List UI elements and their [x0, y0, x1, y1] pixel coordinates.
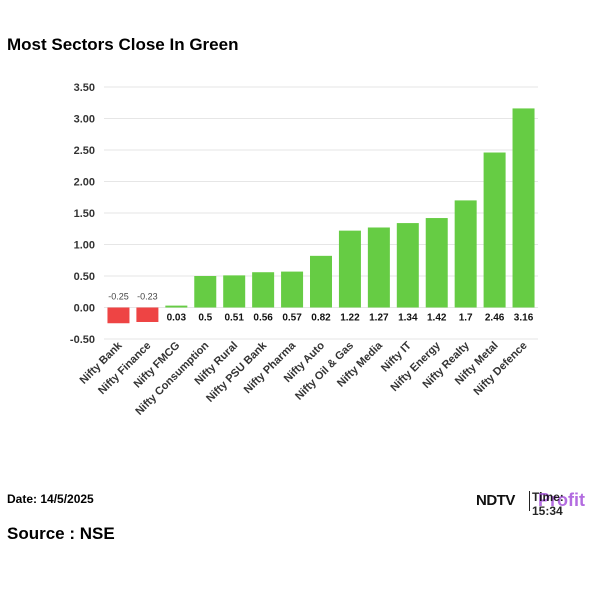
bar	[483, 152, 506, 308]
y-tick-label: 2.00	[74, 177, 95, 189]
bar	[223, 275, 246, 308]
bar	[252, 272, 275, 308]
bar	[425, 218, 448, 308]
data-label: 1.34	[398, 313, 418, 324]
bar	[281, 271, 304, 308]
bar	[107, 307, 130, 324]
y-tick-label: 1.50	[74, 208, 95, 220]
bar	[165, 305, 188, 308]
bar-chart: -0.50 0.00 0.50 1.00 1.50 2.00 2.50 3.00 3.50 -0…	[70, 82, 538, 418]
data-label: 1.42	[427, 313, 447, 324]
y-tick-label: 2.50	[74, 145, 95, 157]
date-label: Date: 14/5/2025	[7, 492, 94, 506]
bar	[396, 223, 419, 308]
data-label: 1.27	[369, 313, 389, 324]
data-label: 1.7	[459, 313, 473, 324]
bar	[194, 276, 217, 308]
x-tick-label: Nifty Defence	[471, 340, 529, 398]
bar	[338, 230, 361, 308]
profit-wordmark: Profit	[538, 490, 585, 510]
data-label: 3.16	[514, 313, 534, 324]
y-tick-label: 0.00	[74, 303, 95, 315]
bar	[367, 227, 390, 308]
data-label: 1.22	[340, 313, 360, 324]
data-label: -0.25	[108, 292, 129, 302]
ndtv-profit-logo: NDTV Profit Time: 15:34	[476, 488, 596, 518]
y-tick-label: -0.50	[70, 334, 95, 346]
data-label: 0.5	[198, 313, 212, 324]
y-tick-label: 1.00	[74, 240, 95, 252]
y-tick-label: 0.50	[74, 271, 95, 283]
source-label: Source : NSE	[7, 524, 115, 543]
chart-title: Most Sectors Close In Green	[7, 35, 239, 54]
data-labels: -0.25 -0.23 0.03 0.5 0.51 0.56 0.57 0.82 1.22 1.2…	[108, 292, 533, 324]
bars	[107, 108, 535, 324]
bar	[136, 307, 159, 322]
data-label: 2.46	[485, 313, 505, 324]
y-axis-tick-labels: -0.50 0.00 0.50 1.00 1.50 2.00 2.50 3.00 3.50	[70, 82, 95, 346]
ndtv-wordmark: NDTV	[476, 492, 515, 509]
data-label: 0.56	[253, 313, 273, 324]
data-label: 0.51	[224, 313, 244, 324]
time-label: Time: 15:34	[532, 490, 564, 518]
bar	[310, 255, 332, 308]
y-tick-label: 3.00	[74, 114, 95, 126]
logo-divider	[529, 491, 530, 511]
y-tick-label: 3.50	[74, 82, 95, 94]
bar	[512, 108, 535, 308]
bar	[454, 200, 477, 308]
data-label: 0.57	[282, 313, 302, 324]
data-label: 0.03	[167, 313, 187, 324]
data-label: -0.23	[137, 292, 158, 302]
data-label: 0.82	[311, 313, 331, 324]
